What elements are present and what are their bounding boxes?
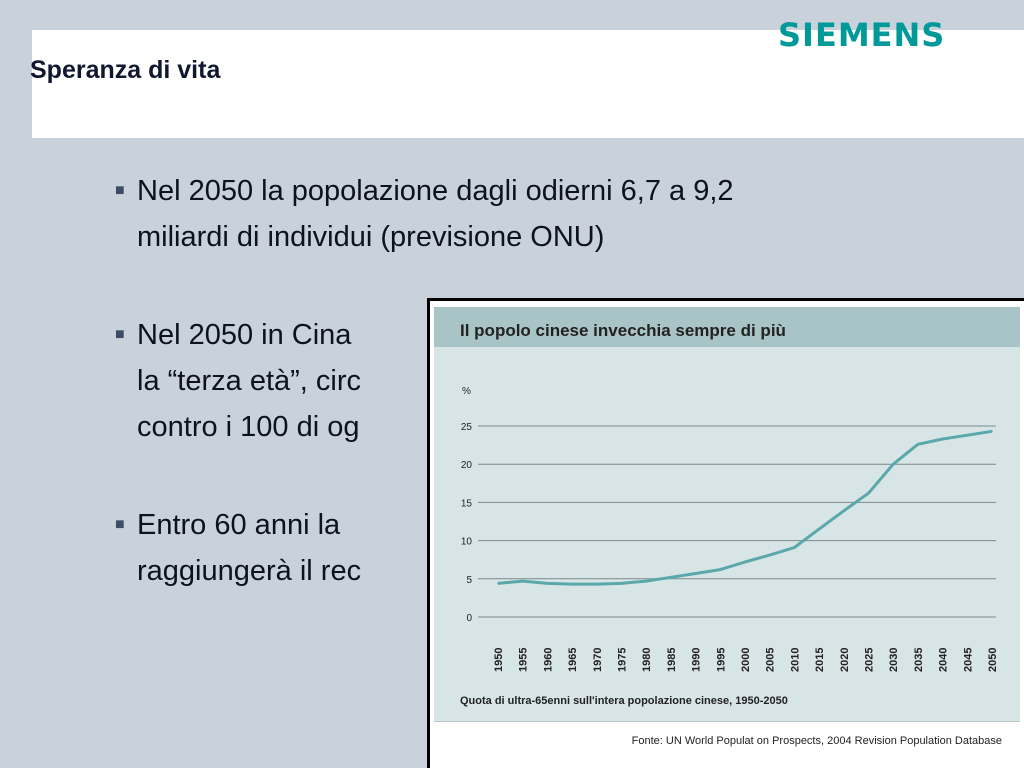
siemens-logo: SIEMENS <box>778 16 946 54</box>
bullet-line: la “terza età”, circ <box>137 365 361 397</box>
bullet-item: ■ Nel 2050 in Cina la “terza età”, circ … <box>115 312 995 450</box>
x-axis-label: Quota di ultra-65enni sull'intera popola… <box>460 695 788 707</box>
data-point <box>793 546 796 549</box>
chart-source: Fonte: UN World Populat on Prospects, 20… <box>631 735 1002 747</box>
data-point <box>991 430 993 433</box>
x-tick-label: 2035 <box>913 648 925 672</box>
x-tick-label: 2020 <box>839 648 851 672</box>
x-tick-label: 2010 <box>789 648 801 672</box>
bullet-line: raggiungerà il rec <box>137 555 362 587</box>
data-point <box>966 434 969 436</box>
x-tick-label: 1960 <box>542 648 554 672</box>
chart-background: Il popolo cinese invecchia sempre di più… <box>434 307 1020 763</box>
x-tick-label: 2040 <box>938 648 950 672</box>
x-tick-label: 1980 <box>641 648 653 672</box>
x-tick-label: 2050 <box>987 648 999 672</box>
x-tick-label: 2015 <box>814 648 826 672</box>
data-point <box>892 463 894 465</box>
x-tick-label: 1955 <box>518 648 530 672</box>
square-bullet-icon: ■ <box>115 516 125 533</box>
data-point <box>694 572 697 575</box>
y-tick-label: 20 <box>461 460 473 471</box>
x-tick-label: 1975 <box>617 648 629 672</box>
x-tick-label: 1950 <box>493 648 505 672</box>
bullet-line: contro i 100 di og <box>137 411 360 443</box>
x-tick-label: 2030 <box>888 648 900 672</box>
bullet-item: ■ Nel 2050 la popolazione dagli odierni … <box>115 168 995 260</box>
data-point <box>546 582 549 585</box>
data-point <box>521 580 524 582</box>
x-tick-label: 1965 <box>567 648 579 672</box>
y-axis-label: % <box>462 386 471 397</box>
data-point <box>818 528 820 530</box>
bullet-line: Entro 60 anni la <box>137 509 341 541</box>
y-tick-label: 0 <box>466 613 472 624</box>
bullet-line: miliardi di individui (previsione ONU) <box>137 221 605 253</box>
x-tick-label: 1970 <box>592 648 604 672</box>
chart-title: Il popolo cinese invecchia sempre di più <box>460 321 786 340</box>
data-point <box>719 568 722 571</box>
chart-title-bar: Il popolo cinese invecchia sempre di più <box>434 307 1020 347</box>
series-line <box>497 429 993 586</box>
y-tick-label: 15 <box>461 498 473 509</box>
data-point <box>497 582 499 585</box>
square-bullet-icon: ■ <box>115 326 125 343</box>
data-point <box>917 443 919 446</box>
source-bar: Fonte: UN World Populat on Prospects, 20… <box>434 721 1020 764</box>
square-bullet-icon: ■ <box>115 182 125 199</box>
bullet-list: ■ Nel 2050 la popolazione dagli odierni … <box>115 168 995 646</box>
x-tick-label: 2045 <box>962 648 974 672</box>
data-point <box>645 580 647 582</box>
bullet-line: Nel 2050 in Cina <box>137 319 352 351</box>
bullet-item: ■ Entro 60 anni la raggiungerà il rec <box>115 502 995 594</box>
chart-panel: Il popolo cinese invecchia sempre di più… <box>430 301 1024 768</box>
data-point <box>670 576 672 579</box>
x-tick-label: 1990 <box>691 648 703 672</box>
y-tick-label: 5 <box>466 575 472 586</box>
x-tick-label: 2000 <box>740 648 752 672</box>
slide-header <box>32 30 1024 138</box>
data-point <box>744 561 746 563</box>
x-tick-label: 2005 <box>765 648 777 672</box>
data-point <box>571 583 573 585</box>
y-tick-label: 10 <box>461 537 473 548</box>
data-point <box>768 554 771 556</box>
data-point <box>941 438 944 440</box>
x-tick-label: 1985 <box>666 648 678 672</box>
slide-title: Speranza di vita <box>30 56 221 84</box>
x-tick-label: 1995 <box>715 648 727 672</box>
data-point <box>620 582 623 585</box>
data-point <box>596 583 598 585</box>
x-tick-label: 2025 <box>864 648 876 672</box>
bullet-line: Nel 2050 la popolazione dagli odierni 6,… <box>137 175 734 207</box>
y-tick-label: 25 <box>461 422 473 433</box>
data-point <box>843 510 845 512</box>
data-point <box>867 492 870 495</box>
